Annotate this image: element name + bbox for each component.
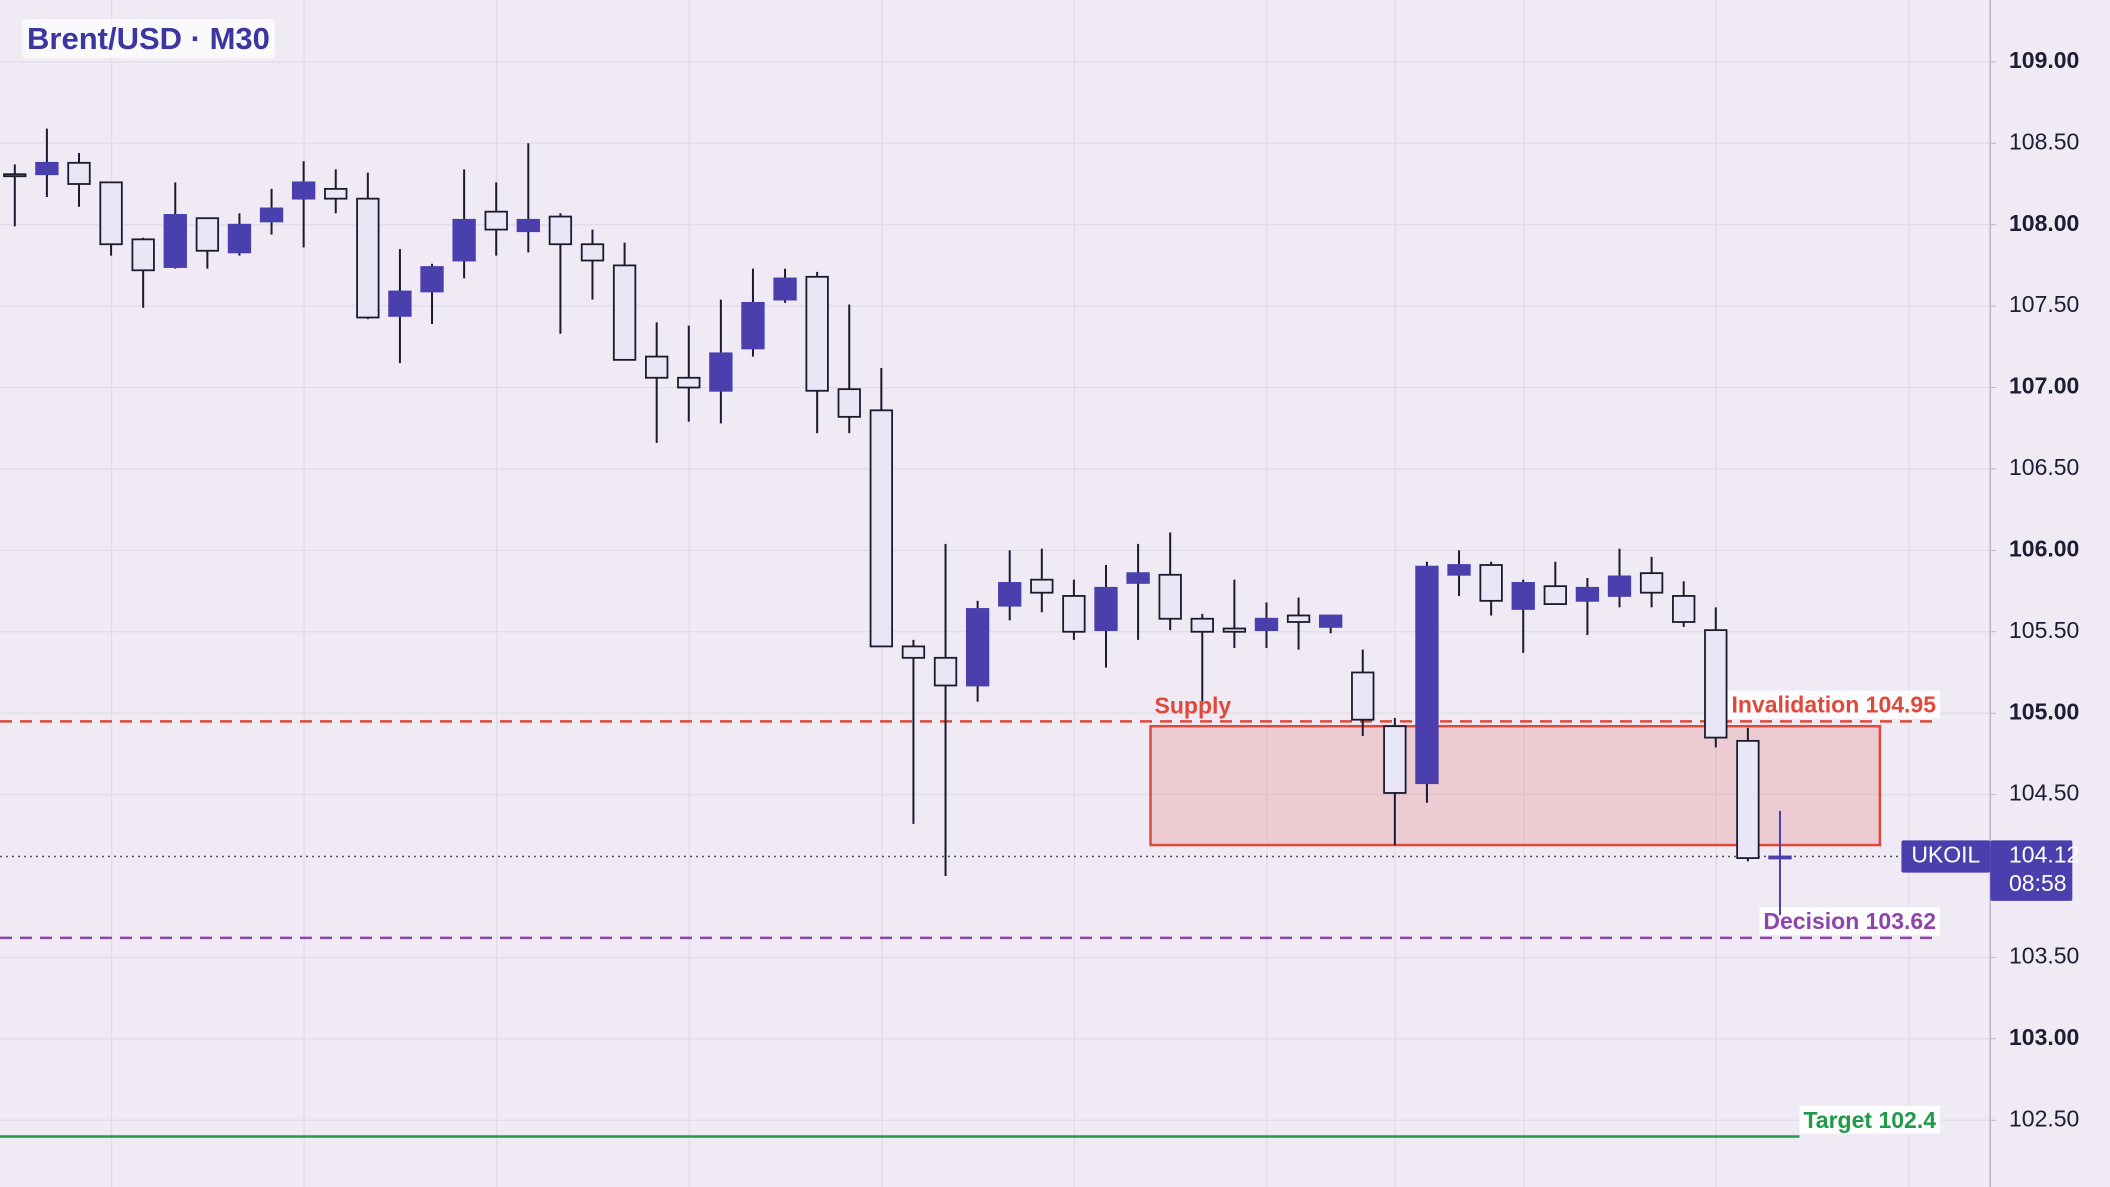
- candle-body: [645, 355, 669, 379]
- candle-body: [3, 173, 27, 178]
- price-box: [1990, 840, 2073, 901]
- candle-body: [805, 275, 829, 392]
- candle-body: [35, 161, 59, 176]
- y-tick-label: 104.50: [2009, 780, 2079, 806]
- candle-body: [452, 218, 476, 262]
- candle-body: [709, 352, 733, 392]
- candle-body: [1190, 617, 1214, 633]
- candle-body: [1736, 739, 1760, 859]
- candle-body: [869, 409, 894, 648]
- y-tick-label: 108.00: [2009, 210, 2079, 236]
- candle-body: [388, 290, 412, 317]
- candle-body: [195, 217, 220, 252]
- candle-body: [259, 207, 284, 223]
- candle-body: [324, 187, 348, 200]
- level-label-bg: [1759, 907, 1940, 936]
- y-tick-label: 103.50: [2009, 942, 2079, 968]
- level-label-bg: [1727, 690, 1941, 719]
- candle-body: [965, 608, 990, 687]
- candle-body: [1158, 573, 1182, 620]
- candle-body: [1575, 586, 1600, 602]
- candle-body: [1607, 575, 1632, 597]
- level-label: Decision 103.62: [1763, 908, 1936, 934]
- candle-body: [837, 388, 861, 418]
- candle-body: [131, 238, 155, 272]
- candle-body: [1768, 855, 1792, 860]
- candle-body: [1447, 564, 1471, 576]
- candle-body: [1479, 564, 1503, 602]
- supply-zone: [1149, 724, 1882, 847]
- candle-body: [1639, 572, 1664, 594]
- candle-body: [1351, 671, 1375, 721]
- candle-body: [1254, 617, 1279, 632]
- candle-body: [1094, 586, 1118, 632]
- zone-label: Supply: [1155, 692, 1232, 718]
- candle-body: [163, 214, 187, 268]
- candle-body: [580, 243, 605, 262]
- candle-body: [741, 301, 765, 350]
- candle-body: [1030, 578, 1054, 594]
- countdown-label: 08:58: [2009, 870, 2067, 896]
- title-bg: [22, 19, 275, 59]
- candle-body: [420, 266, 444, 293]
- candle-body: [1222, 627, 1247, 633]
- candle-body: [1286, 614, 1311, 623]
- y-tick-label: 107.00: [2009, 373, 2079, 399]
- last-price-label: 104.12: [2009, 842, 2079, 868]
- candle-body: [548, 215, 573, 246]
- y-tick-label: 108.50: [2009, 128, 2079, 154]
- candle-body: [998, 582, 1022, 607]
- level-label: Target 102.4: [1803, 1107, 1936, 1133]
- candle-body: [99, 181, 123, 246]
- y-tick-label: 105.50: [2009, 617, 2079, 643]
- candle-body: [227, 223, 252, 254]
- candle-body: [1126, 572, 1150, 584]
- candle-body: [484, 210, 508, 231]
- y-tick-label: 106.50: [2009, 454, 2079, 480]
- candle-body: [1415, 565, 1439, 785]
- y-tick-label: 102.50: [2009, 1105, 2079, 1131]
- level-label-bg: [1799, 1105, 1941, 1134]
- y-tick-label: 106.00: [2009, 535, 2079, 561]
- y-tick-label: 103.00: [2009, 1024, 2079, 1050]
- y-tick-label: 109.00: [2009, 47, 2079, 73]
- candle-body: [67, 161, 91, 185]
- candle-body: [773, 277, 797, 301]
- candle-body: [1511, 582, 1535, 610]
- candle-body: [516, 218, 540, 233]
- chart-title: Brent/USD · M30: [27, 21, 270, 56]
- candle-body: [1704, 629, 1728, 739]
- candle-body: [291, 181, 316, 200]
- candle-body: [1318, 614, 1343, 628]
- symbol-box: [1901, 840, 1991, 873]
- candle-body: [1672, 595, 1696, 623]
- candle-body: [677, 376, 701, 389]
- candle-body: [1383, 725, 1407, 794]
- symbol-label: UKOIL: [1911, 842, 1980, 868]
- candle-body: [1543, 585, 1567, 605]
- candle-body: [933, 656, 958, 687]
- y-tick-label: 105.00: [2009, 698, 2079, 724]
- level-label: Invalidation 104.95: [1731, 692, 1936, 718]
- candle-body: [901, 645, 926, 659]
- candle-body: [1062, 595, 1086, 633]
- y-tick-label: 107.50: [2009, 291, 2079, 317]
- candle-body: [356, 197, 380, 319]
- candle-body: [612, 264, 637, 361]
